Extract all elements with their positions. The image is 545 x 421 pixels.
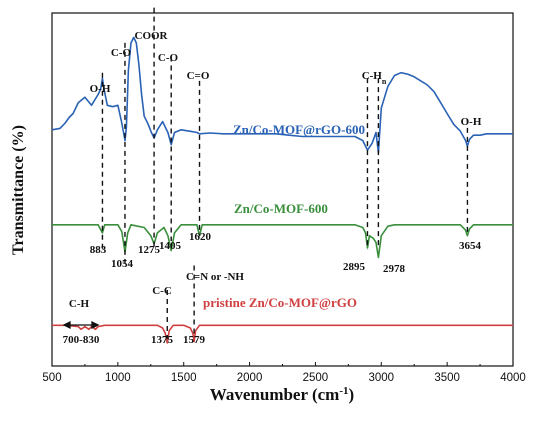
x-tick-label: 2500 [303,372,329,384]
annot-coor-1275: COOR [135,30,169,42]
peak-label-1275: 1275 [138,244,161,256]
peak-label-883: 883 [90,244,107,256]
x-tick-label: 1500 [171,372,197,384]
series-line-0 [51,36,513,154]
annot-ch-range: C-H [69,298,90,310]
annot-cc: C-C [152,285,172,297]
annot-1375: 1375 [151,334,174,346]
range-arrow-icon [62,320,100,330]
peak-guide-lines [101,7,469,339]
x-tick-label: 500 [42,372,61,384]
x-tick-label: 1000 [105,372,131,384]
series-label-mof-600: Zn/Co-MOF-600 [234,201,328,216]
annot-co-1054: C-O [111,47,132,59]
annot-oh-3654: O-H [461,116,482,128]
annot-1579: 1579 [183,334,206,346]
annot-ceqo-1620: C=O [187,70,210,82]
x-axis: 500 1000 1500 2000 2500 3000 3500 4000 [42,362,526,384]
peak-label-1620: 1620 [189,231,212,243]
plot-frame [51,12,514,367]
annot-chn: C-Hn [362,70,387,86]
peak-label-2978: 2978 [383,263,406,275]
y-axis-title: Transmittance (%) [10,125,27,255]
series-line-1 [52,224,513,259]
peak-label-2895: 2895 [343,261,366,273]
series-label-mof-rgo-600: Zn/Co-MOF@rGO-600 [233,122,365,137]
annot-oh-883: O-H [90,83,111,95]
x-axis-title: Wavenumber (cm-1) [210,385,354,404]
x-tick-label: 3500 [434,372,460,384]
annot-range-700-830: 700-830 [63,334,100,346]
annot-cn-nh: C=N or -NH [186,271,244,283]
x-tick-label: 4000 [500,372,526,384]
x-tick-label: 2000 [237,372,263,384]
peak-label-1054: 1054 [111,258,134,270]
series-label-pristine: pristine Zn/Co-MOF@rGO [203,295,357,310]
peak-label-1405: 1405 [159,240,182,252]
peak-label-3654: 3654 [459,240,482,252]
x-tick-label: 3000 [368,372,394,384]
series-line-2 [52,324,513,344]
annot-co-1405: C-O [158,52,179,64]
